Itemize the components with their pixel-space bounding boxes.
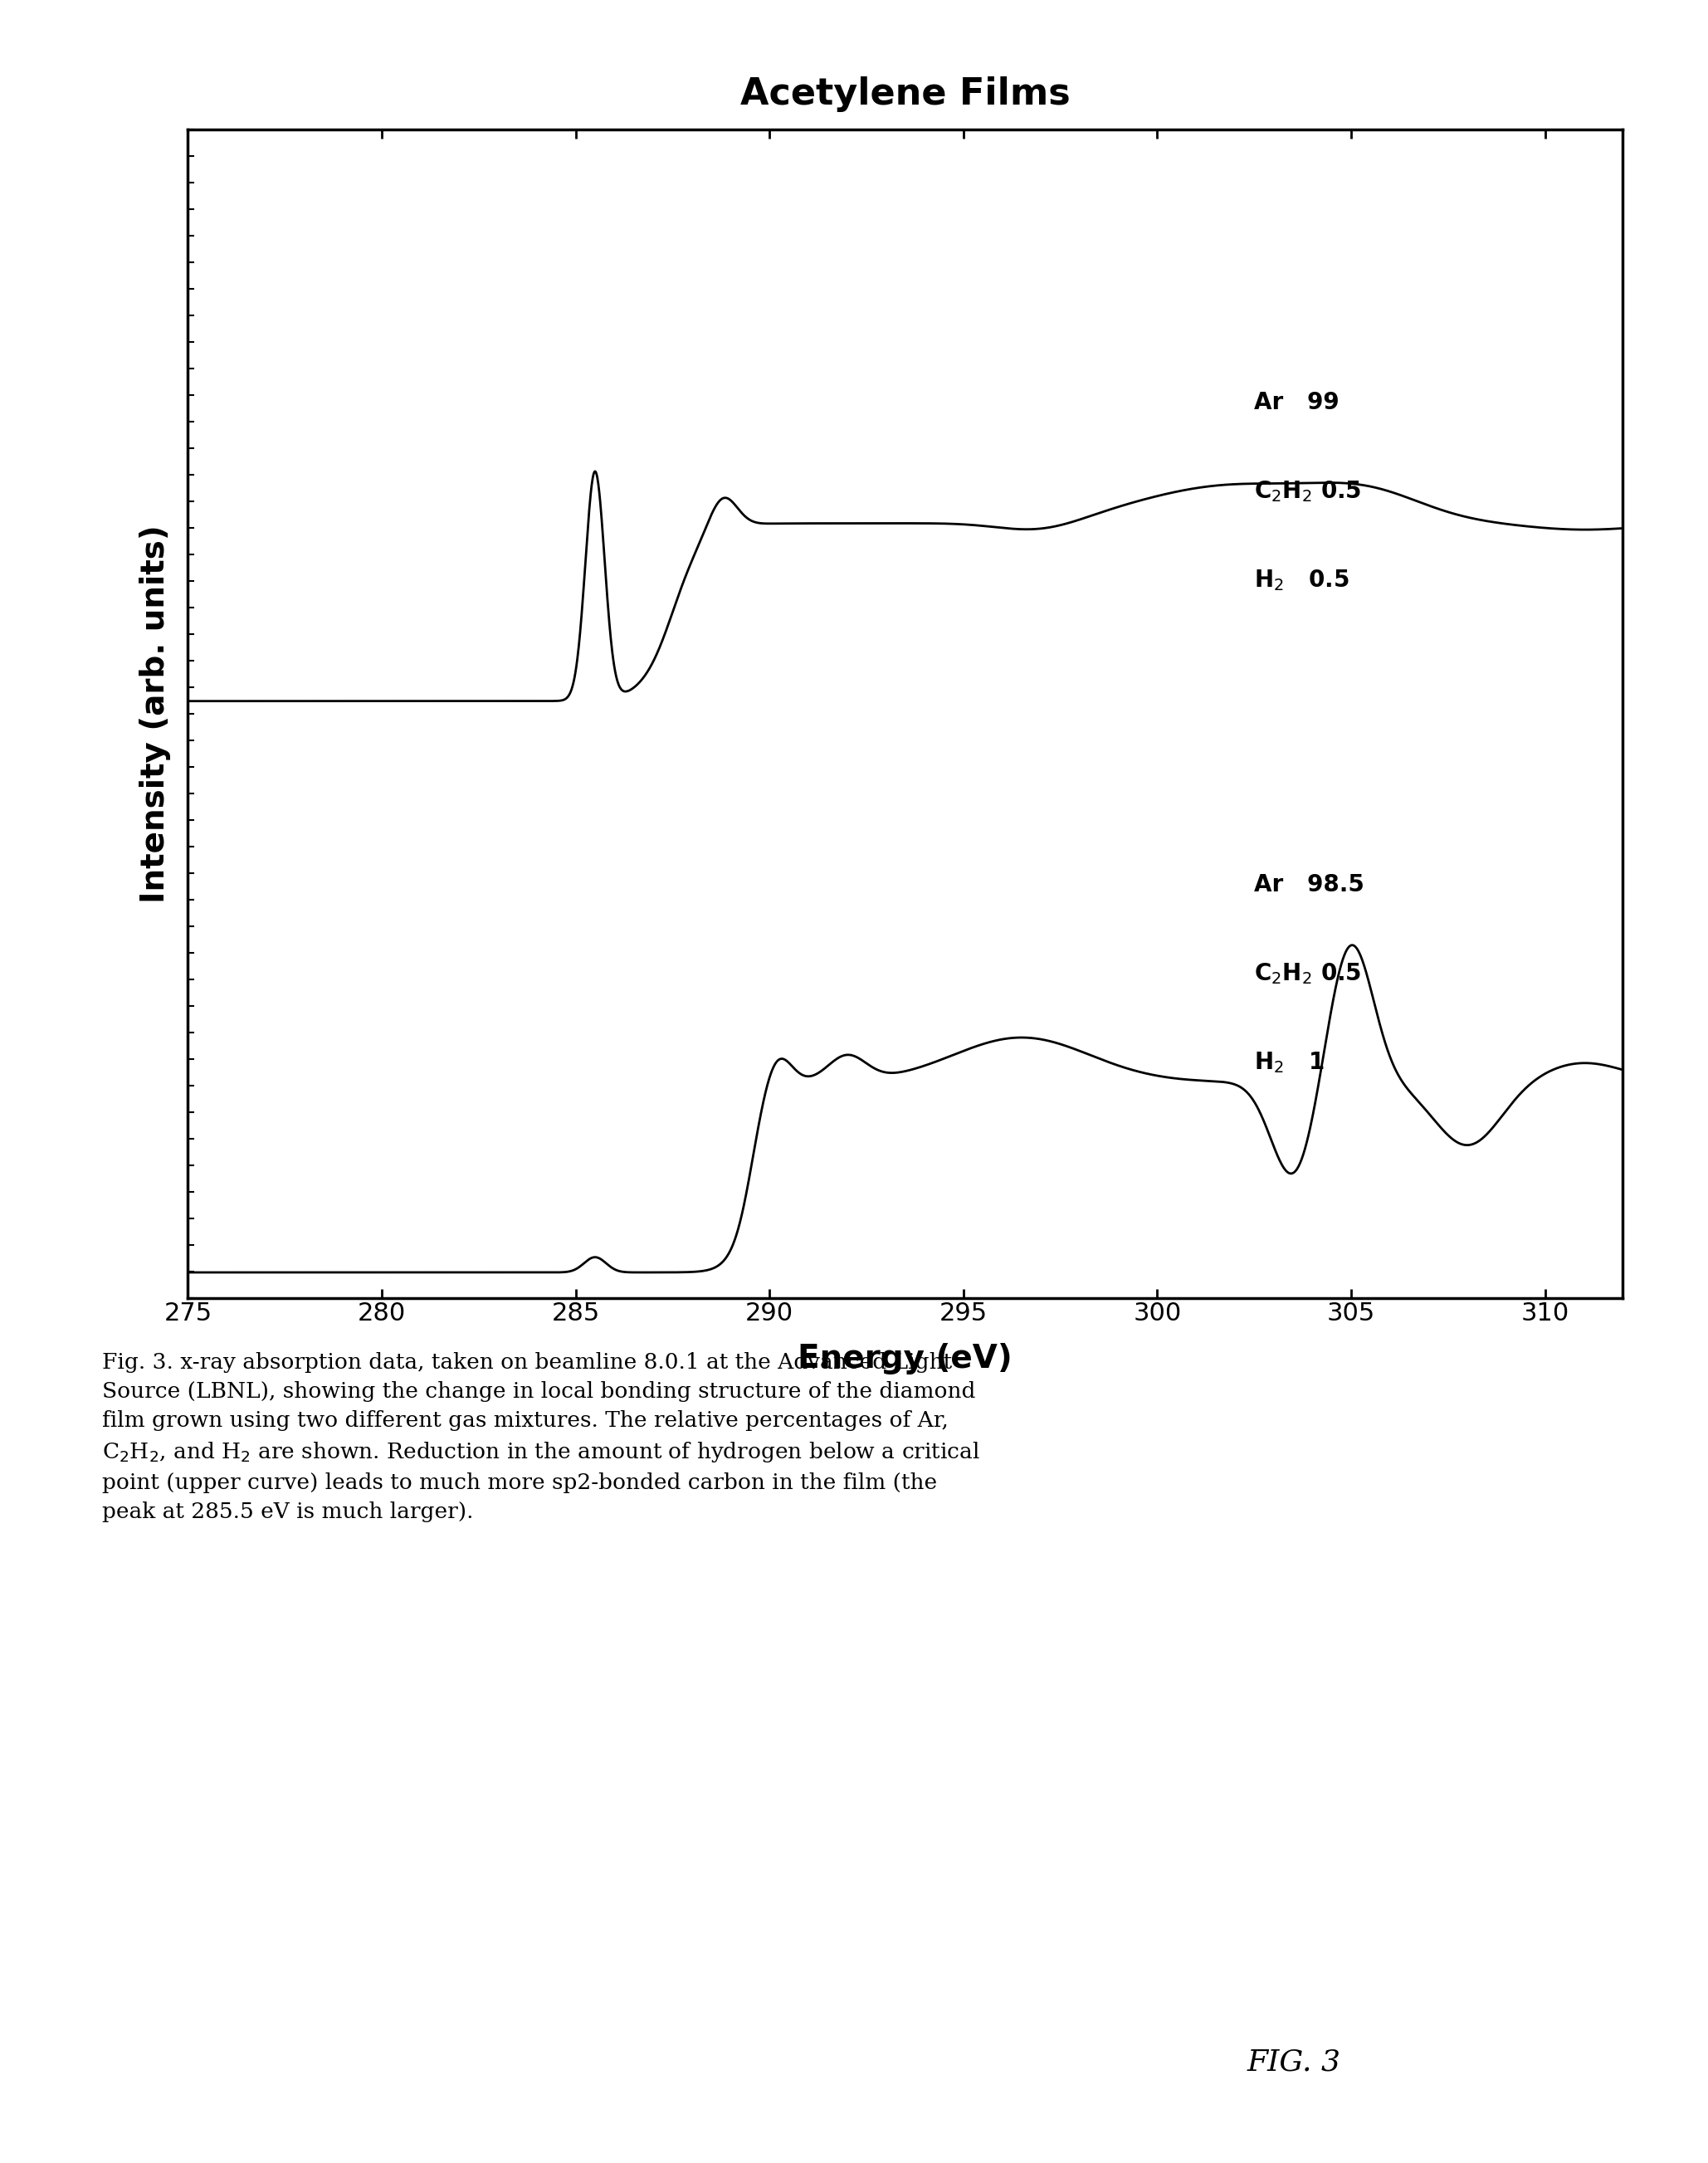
Title: Acetylene Films: Acetylene Films <box>740 76 1071 112</box>
Text: Ar   99: Ar 99 <box>1254 392 1339 413</box>
X-axis label: Energy (eV): Energy (eV) <box>798 1343 1013 1376</box>
Text: Fig. 3. x-ray absorption data, taken on beamline 8.0.1 at the Advanced Light
Sou: Fig. 3. x-ray absorption data, taken on … <box>102 1352 980 1523</box>
Text: Ar   98.5: Ar 98.5 <box>1254 874 1365 895</box>
Text: C$_2$H$_2$ 0.5: C$_2$H$_2$ 0.5 <box>1254 478 1361 504</box>
Text: C$_2$H$_2$ 0.5: C$_2$H$_2$ 0.5 <box>1254 960 1361 986</box>
Text: H$_2$   1: H$_2$ 1 <box>1254 1051 1325 1075</box>
Y-axis label: Intensity (arb. units): Intensity (arb. units) <box>138 526 171 902</box>
Text: H$_2$   0.5: H$_2$ 0.5 <box>1254 567 1349 593</box>
Text: FIG. 3: FIG. 3 <box>1247 2048 1341 2076</box>
